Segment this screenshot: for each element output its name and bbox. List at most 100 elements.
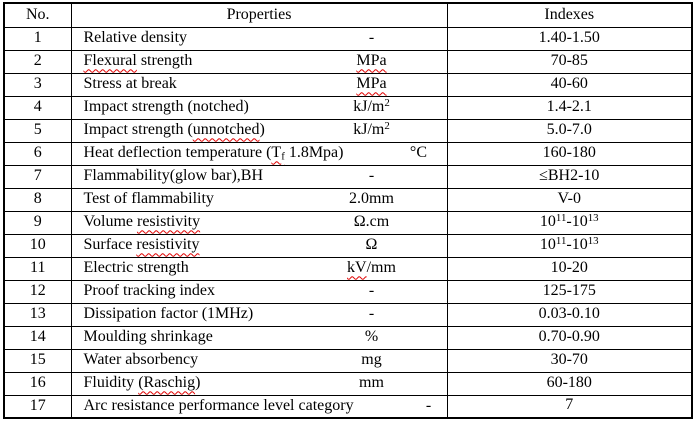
row-unit: - xyxy=(368,167,375,185)
row-property: Flammability(glow bar),BH xyxy=(83,167,264,185)
row-unit: kJ/m2 xyxy=(353,120,390,139)
property-unit-layout: Water absorbency mg xyxy=(72,351,446,369)
row-property: Impact strength (unnotched) xyxy=(83,121,265,139)
property-unit-layout: Proof tracking index - xyxy=(72,282,446,300)
header-no: No. xyxy=(3,2,72,28)
row-no: 13 xyxy=(3,302,72,327)
row-property-cell: Arc resistance performance level categor… xyxy=(70,394,448,419)
property-unit-layout: Impact strength (notched) kJ/m2 xyxy=(72,97,446,116)
row-property: Moulding shrinkage xyxy=(83,328,213,346)
row-property: Proof tracking index xyxy=(83,282,216,300)
property-unit-layout: Electric strength kV/mm xyxy=(72,259,446,277)
table-row: 3 Stress at break MPa 40-60 xyxy=(3,72,693,97)
property-unit-layout: Dissipation factor (1MHz) - xyxy=(72,305,446,323)
row-property-cell: Flexural strength MPa xyxy=(70,49,448,74)
row-unit: kJ/m2 xyxy=(353,97,390,116)
row-index: ≤BH2-10 xyxy=(446,164,693,189)
table-body: 1 Relative density - 1.40-1.50 2 Flexura… xyxy=(3,26,693,419)
row-property: Heat deflection temperature (Tf 1.8Mpa) xyxy=(83,144,344,164)
row-no: 14 xyxy=(3,325,72,350)
header-row: No. Properties Indexes xyxy=(3,2,693,28)
row-no: 8 xyxy=(3,187,72,212)
row-index: 1.4-2.1 xyxy=(446,95,693,120)
table-row: 7 Flammability(glow bar),BH - ≤BH2-10 xyxy=(3,164,693,189)
row-unit: °C xyxy=(409,144,427,162)
row-property-cell: Volume resistivity Ω.cm xyxy=(70,210,448,235)
row-property-cell: Impact strength (unnotched) kJ/m2 xyxy=(70,118,448,143)
row-no: 17 xyxy=(3,394,72,419)
table-row: 2 Flexural strength MPa 70-85 xyxy=(3,49,693,74)
property-unit-layout: Heat deflection temperature (Tf 1.8Mpa) … xyxy=(72,144,446,164)
row-no: 4 xyxy=(3,95,72,120)
property-unit-layout: Moulding shrinkage % xyxy=(72,328,446,346)
property-unit-layout: Surface resistivity Ω xyxy=(72,236,446,254)
table-row: 16 Fluidity (Raschig) mm 60-180 xyxy=(3,371,693,396)
row-unit: Ω xyxy=(365,236,378,254)
row-index: 1011-1013 xyxy=(446,210,693,235)
row-property-cell: Proof tracking index - xyxy=(70,279,448,304)
row-index: 1.40-1.50 xyxy=(446,26,693,51)
row-property: Relative density xyxy=(83,29,188,47)
row-unit: - xyxy=(425,397,432,415)
property-unit-layout: Flammability(glow bar),BH - xyxy=(72,167,446,185)
row-property: Impact strength (notched) xyxy=(83,98,249,116)
table-row: 4 Impact strength (notched) kJ/m2 1.4-2.… xyxy=(3,95,693,120)
row-index: 30-70 xyxy=(446,348,693,373)
table-row: 14 Moulding shrinkage % 0.70-0.90 xyxy=(3,325,693,350)
row-property: Electric strength xyxy=(83,259,189,277)
row-index: 160-180 xyxy=(446,141,693,166)
row-index: 5.0-7.0 xyxy=(446,118,693,143)
row-no: 15 xyxy=(3,348,72,373)
row-no: 2 xyxy=(3,49,72,74)
row-no: 7 xyxy=(3,164,72,189)
property-unit-layout: Test of flammability 2.0mm xyxy=(72,190,446,208)
row-index: 1011-1013 xyxy=(446,233,693,258)
row-property-cell: Test of flammability 2.0mm xyxy=(70,187,448,212)
row-property-cell: Surface resistivity Ω xyxy=(70,233,448,258)
table-header: No. Properties Indexes xyxy=(3,2,693,28)
properties-table: No. Properties Indexes 1 Relative densit… xyxy=(3,2,693,419)
row-property-cell: Dissipation factor (1MHz) - xyxy=(70,302,448,327)
table-row: 5 Impact strength (unnotched) kJ/m2 5.0-… xyxy=(3,118,693,143)
row-unit: - xyxy=(368,305,375,323)
header-indexes: Indexes xyxy=(446,2,693,28)
table-row: 13 Dissipation factor (1MHz) - 0.03-0.10 xyxy=(3,302,693,327)
property-unit-layout: Stress at break MPa xyxy=(72,75,446,93)
row-index: 0.03-0.10 xyxy=(446,302,693,327)
property-unit-layout: Arc resistance performance level categor… xyxy=(72,397,446,415)
row-property-cell: Moulding shrinkage % xyxy=(70,325,448,350)
row-property: Volume resistivity xyxy=(83,213,201,231)
row-unit: - xyxy=(368,29,375,47)
table-row: 15 Water absorbency mg 30-70 xyxy=(3,348,693,373)
property-unit-layout: Fluidity (Raschig) mm xyxy=(72,374,446,392)
property-unit-layout: Volume resistivity Ω.cm xyxy=(72,213,446,231)
table-row: 1 Relative density - 1.40-1.50 xyxy=(3,26,693,51)
row-index: 7 xyxy=(446,394,693,419)
row-property-cell: Electric strength kV/mm xyxy=(70,256,448,281)
table-row: 11 Electric strength kV/mm 10-20 xyxy=(3,256,693,281)
row-no: 9 xyxy=(3,210,72,235)
row-index: 0.70-0.90 xyxy=(446,325,693,350)
row-no: 3 xyxy=(3,72,72,97)
row-unit: Ω.cm xyxy=(353,213,390,231)
row-unit: kV/mm xyxy=(347,259,396,277)
row-index: 10-20 xyxy=(446,256,693,281)
row-property-cell: Water absorbency mg xyxy=(70,348,448,373)
property-unit-layout: Impact strength (unnotched) kJ/m2 xyxy=(72,120,446,139)
table-row: 9 Volume resistivity Ω.cm 1011-1013 xyxy=(3,210,693,235)
row-property: Fluidity (Raschig) xyxy=(83,374,201,392)
row-property-cell: Impact strength (notched) kJ/m2 xyxy=(70,95,448,120)
row-property: Arc resistance performance level categor… xyxy=(83,397,354,415)
table-row: 8 Test of flammability 2.0mm V-0 xyxy=(3,187,693,212)
row-unit: mg xyxy=(361,351,382,369)
row-no: 6 xyxy=(3,141,72,166)
row-property-cell: Heat deflection temperature (Tf 1.8Mpa) … xyxy=(70,141,448,166)
row-no: 16 xyxy=(3,371,72,396)
table-row: 6 Heat deflection temperature (Tf 1.8Mpa… xyxy=(3,141,693,166)
row-index: 70-85 xyxy=(446,49,693,74)
row-property: Stress at break xyxy=(83,75,177,93)
row-index: V-0 xyxy=(446,187,693,212)
row-property-cell: Relative density - xyxy=(70,26,448,51)
property-unit-layout: Flexural strength MPa xyxy=(72,52,446,70)
row-unit: mm xyxy=(359,374,384,392)
